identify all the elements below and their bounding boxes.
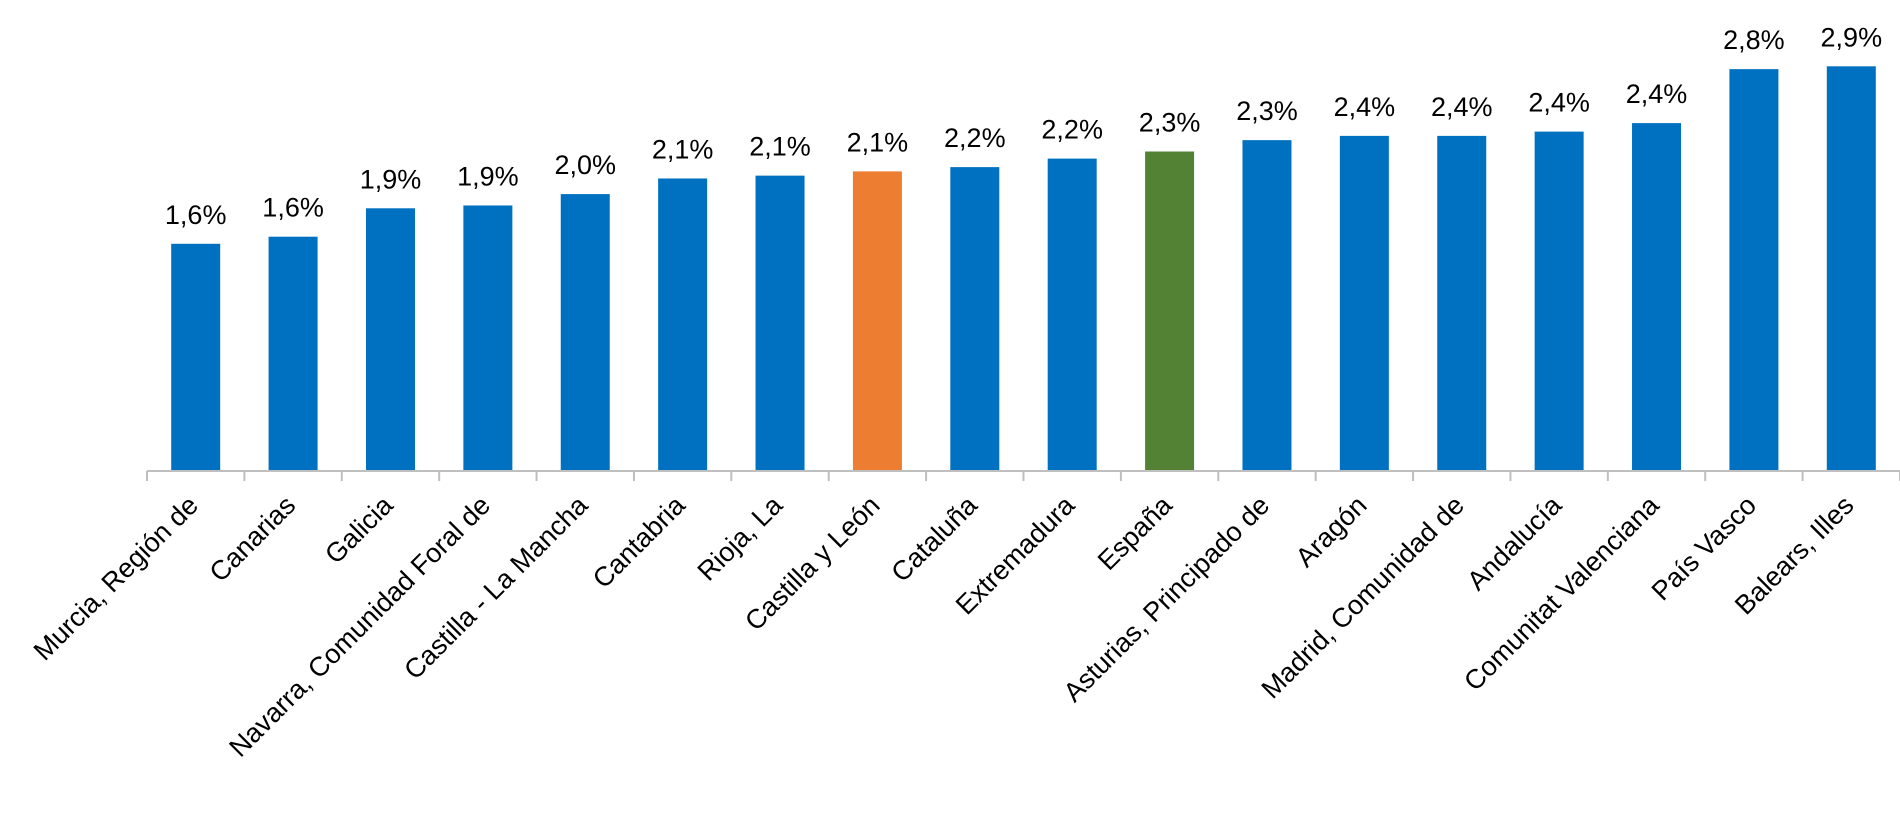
- data-label: 2,1%: [847, 127, 909, 157]
- data-label: 2,8%: [1723, 25, 1785, 55]
- data-label: 1,6%: [262, 193, 324, 223]
- data-label: 2,1%: [652, 134, 714, 164]
- data-label: 2,0%: [554, 150, 616, 180]
- bar: [1534, 131, 1584, 471]
- category-label: Castilla - La Mancha: [398, 489, 594, 685]
- category-label: Comunitat Valenciana: [1458, 489, 1665, 696]
- bar: [658, 178, 708, 472]
- bar: [1437, 135, 1487, 471]
- category-label: Canarias: [204, 490, 302, 588]
- bar: [1339, 135, 1389, 471]
- category-label: Cataluña: [885, 489, 983, 587]
- data-label: 2,3%: [1236, 96, 1298, 126]
- data-label: 2,4%: [1431, 92, 1493, 122]
- category-labels-group: Murcia, Región de Canarias GaliciaNavarra,…: [28, 489, 1860, 762]
- data-label: 1,6%: [165, 200, 227, 230]
- data-label: 2,4%: [1334, 92, 1396, 122]
- category-label: Andalucía: [1461, 489, 1568, 596]
- bar: [560, 194, 610, 471]
- bar: [463, 205, 513, 471]
- bar: [852, 171, 902, 471]
- bar: [755, 175, 805, 471]
- bar: [1145, 151, 1195, 471]
- bar: [1242, 140, 1292, 471]
- x-axis-ticks: [146, 471, 1900, 481]
- data-label: 2,9%: [1821, 22, 1883, 52]
- bars-group: [171, 66, 1876, 472]
- category-label: Asturias, Principado de: [1058, 490, 1276, 708]
- category-label: Murcia, Región de: [28, 490, 204, 666]
- category-label: Madrid, Comunidad de: [1256, 490, 1470, 704]
- data-label: 1,9%: [457, 161, 519, 191]
- data-label: 2,4%: [1626, 79, 1688, 109]
- category-label: Cantabria: [587, 489, 692, 594]
- value-labels-group: 1,6% 1,6% 1,9% 1,9% 2,0% 2,1% 2,1% 2,1% 2,2% 2,2%…: [165, 22, 1882, 230]
- bar: [1826, 66, 1876, 472]
- category-label: Galicia: [319, 489, 399, 569]
- bar: [1632, 123, 1682, 471]
- category-label: Rioja, La: [692, 489, 789, 586]
- category-label: España: [1092, 489, 1179, 576]
- data-label: 2,2%: [944, 123, 1006, 153]
- data-label: 1,9%: [360, 164, 422, 194]
- category-label: Aragón: [1290, 490, 1373, 573]
- bar: [268, 236, 318, 471]
- bar: [365, 208, 415, 472]
- data-label: 2,4%: [1528, 88, 1590, 118]
- bar: [1729, 69, 1779, 471]
- bar: [171, 243, 221, 471]
- bar: [950, 167, 1000, 471]
- data-label: 2,1%: [749, 132, 811, 162]
- bar: [1047, 158, 1097, 471]
- data-label: 2,3%: [1139, 108, 1201, 138]
- data-label: 2,2%: [1041, 115, 1103, 145]
